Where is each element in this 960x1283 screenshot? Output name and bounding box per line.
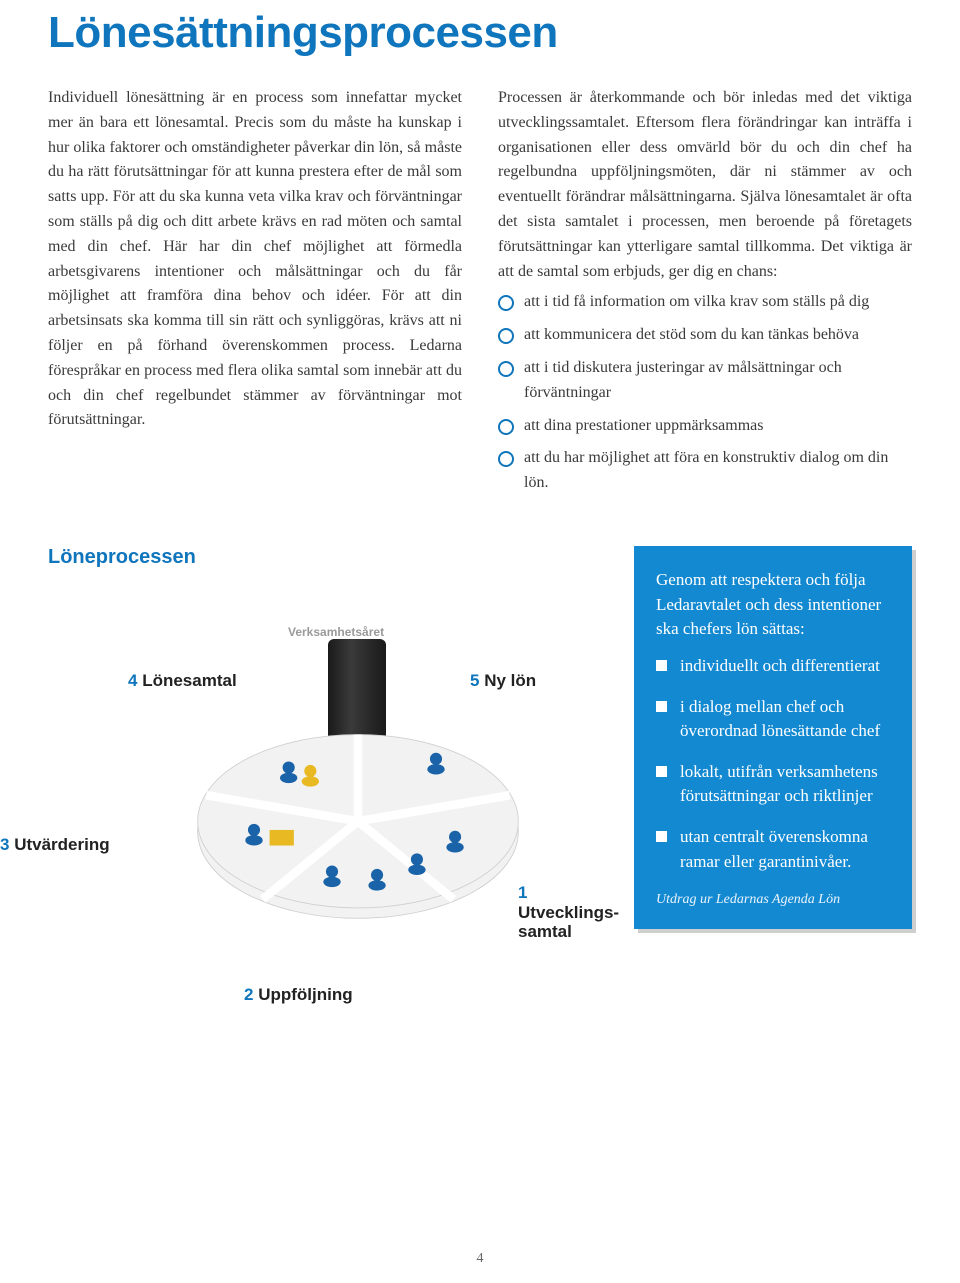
step-num: 4 [128, 671, 137, 690]
page-number: 4 [0, 1251, 960, 1267]
step-label-1: 1 Utvecklings- samtal [518, 883, 619, 942]
info-box-item: individuellt och differentierat [656, 654, 890, 679]
step-label-3: 3 Utvärdering [0, 835, 110, 855]
ring-item: att du har möjlighet att föra en konstru… [498, 446, 912, 496]
ring-bullet-list: att i tid få information om vilka krav s… [498, 290, 912, 496]
page-title: Lönesättningsprocessen [48, 0, 912, 58]
info-box-cite: Utdrag ur Ledarnas Agenda Lön [656, 890, 890, 910]
step-num: 5 [470, 671, 479, 690]
two-column-body: Individuell lönesättning är en process s… [48, 86, 912, 504]
info-box-lead: Genom att respektera och följa Ledaravta… [656, 568, 890, 642]
lower-section: Löneprocessen Verksamhetsåret [48, 546, 912, 1033]
body-col-right: Processen är återkommande och bör inleda… [498, 86, 912, 504]
info-box-item: lokalt, utifrån verksamhetens förutsättn… [656, 760, 890, 809]
verksamhetsaret-label: Verksamhetsåret [288, 625, 384, 639]
step-label-2: 2 Uppföljning [244, 985, 353, 1005]
info-box-item: utan centralt överenskomna ramar eller g… [656, 825, 890, 874]
step-num: 3 [0, 835, 9, 854]
step-text: Utvecklings- samtal [518, 903, 619, 942]
info-box: Genom att respektera och följa Ledaravta… [634, 546, 912, 929]
ring-item: att i tid diskutera justeringar av målsä… [498, 356, 912, 406]
ring-item: att kommunicera det stöd som du kan tänk… [498, 323, 912, 348]
step-text: Ny lön [484, 671, 536, 690]
body-col-left: Individuell lönesättning är en process s… [48, 86, 462, 504]
process-diagram: Verksamhetsåret [48, 583, 608, 1033]
step-label-5: 5 Ny lön [470, 671, 536, 691]
diagram-heading: Löneprocessen [48, 546, 610, 569]
pawn-icon [270, 830, 294, 846]
ring-item: att dina prestationer uppmärksammas [498, 414, 912, 439]
step-text: Uppföljning [258, 985, 352, 1004]
body-col-right-intro: Processen är återkommande och bör inleda… [498, 89, 912, 280]
info-box-list: individuellt och differentierat i dialog… [656, 654, 890, 874]
ring-item: att i tid få information om vilka krav s… [498, 290, 912, 315]
disc-icon [168, 693, 548, 953]
step-label-4: 4 Lönesamtal [128, 671, 237, 691]
diagram-area: Löneprocessen Verksamhetsåret [48, 546, 610, 1033]
step-text: Utvärdering [14, 835, 109, 854]
step-text: Lönesamtal [142, 671, 236, 690]
step-num: 2 [244, 985, 253, 1004]
step-num: 1 [518, 883, 527, 902]
info-box-item: i dialog mellan chef och överordnad löne… [656, 695, 890, 744]
